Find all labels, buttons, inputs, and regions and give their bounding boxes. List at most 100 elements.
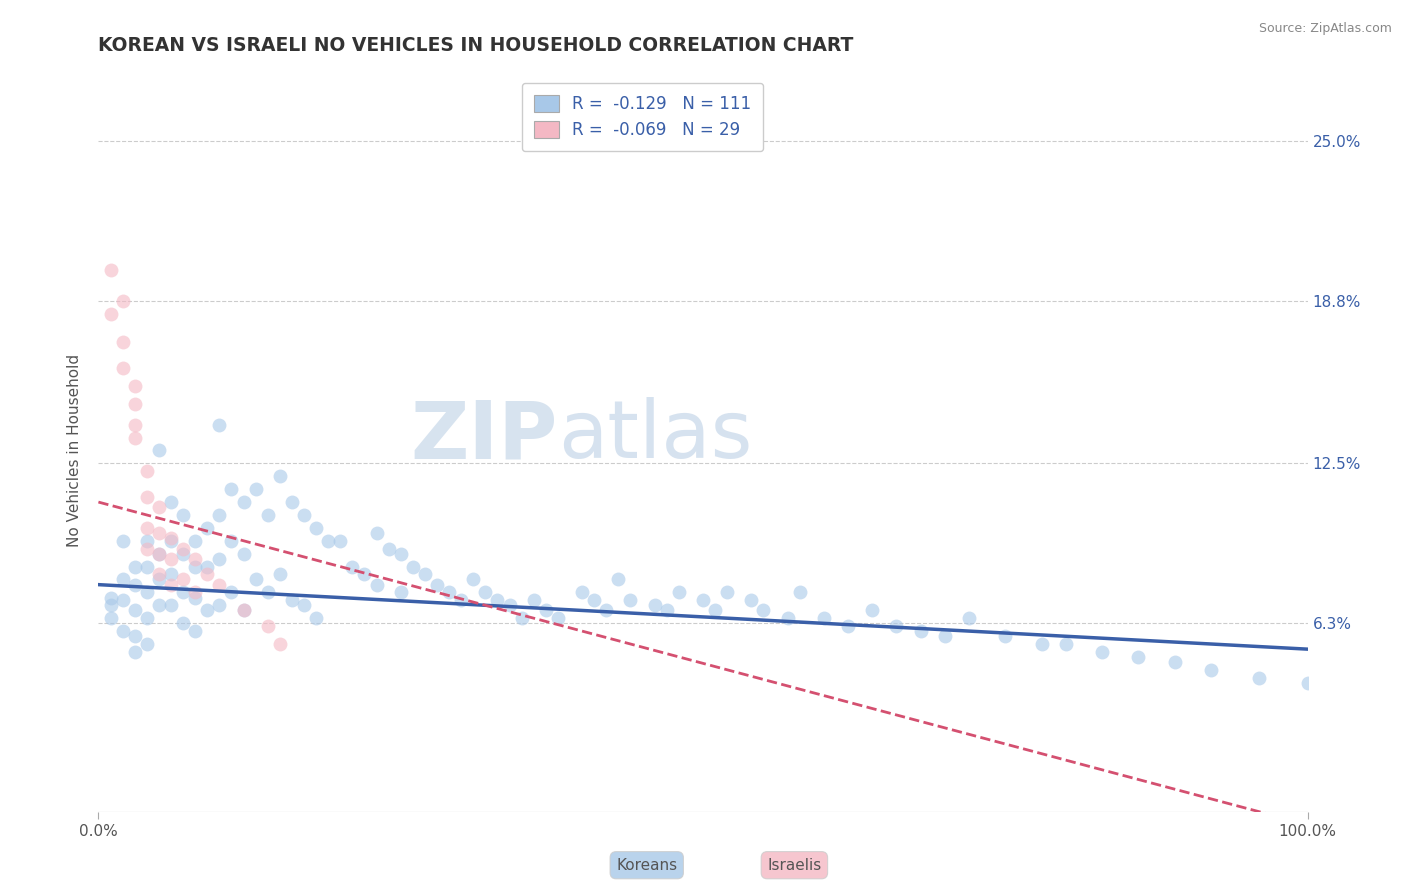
Point [100, 591, 122, 605]
Point [1296, 675, 1319, 690]
Point [245, 482, 267, 496]
Point [281, 495, 304, 509]
Point [1163, 655, 1185, 669]
Point [426, 577, 449, 591]
Point [184, 551, 207, 566]
Point [377, 541, 399, 556]
Point [232, 547, 254, 561]
Point [135, 585, 157, 599]
Point [172, 541, 194, 556]
Point [910, 624, 932, 639]
Text: ZIP: ZIP [411, 397, 558, 475]
Text: Israelis: Israelis [768, 858, 821, 872]
Point [281, 593, 304, 607]
Point [160, 567, 183, 582]
Point [135, 464, 157, 478]
Point [124, 629, 146, 643]
Point [789, 585, 811, 599]
Point [329, 533, 352, 548]
Point [389, 547, 412, 561]
Point [184, 533, 207, 548]
Point [571, 585, 593, 599]
Point [607, 573, 630, 587]
Point [269, 637, 291, 651]
Point [111, 533, 134, 548]
Point [474, 585, 496, 599]
Point [813, 611, 835, 625]
Point [305, 611, 328, 625]
Point [172, 573, 194, 587]
Point [269, 469, 291, 483]
Point [135, 611, 157, 625]
Point [148, 573, 170, 587]
Point [160, 531, 183, 545]
Legend: R =  -0.129   N = 111, R =  -0.069   N = 29: R = -0.129 N = 111, R = -0.069 N = 29 [522, 83, 763, 151]
Point [172, 508, 194, 522]
Point [111, 334, 134, 349]
Point [305, 521, 328, 535]
Point [135, 559, 157, 574]
Point [994, 629, 1017, 643]
Point [353, 567, 375, 582]
Point [184, 559, 207, 574]
Point [208, 508, 231, 522]
Point [486, 593, 509, 607]
Point [100, 263, 122, 277]
Point [135, 637, 157, 651]
Point [245, 573, 267, 587]
Point [124, 603, 146, 617]
Point [100, 307, 122, 321]
Point [886, 619, 908, 633]
Point [135, 541, 157, 556]
Point [232, 603, 254, 617]
Point [195, 567, 218, 582]
Point [704, 603, 727, 617]
Point [1249, 671, 1271, 685]
Point [1128, 649, 1150, 664]
Point [256, 585, 278, 599]
Point [124, 431, 146, 445]
Point [160, 599, 183, 613]
Point [1031, 637, 1053, 651]
Point [1199, 663, 1222, 677]
Point [389, 585, 412, 599]
Point [172, 616, 194, 631]
Point [208, 551, 231, 566]
Point [776, 611, 799, 625]
Point [160, 495, 183, 509]
Point [135, 533, 157, 548]
Point [595, 603, 617, 617]
Point [716, 585, 738, 599]
Point [437, 585, 460, 599]
Point [124, 645, 146, 659]
Point [837, 619, 859, 633]
Point [160, 551, 183, 566]
Point [172, 585, 194, 599]
Point [208, 599, 231, 613]
Text: atlas: atlas [558, 397, 752, 475]
Point [232, 495, 254, 509]
Point [111, 593, 134, 607]
Point [256, 508, 278, 522]
Point [195, 521, 218, 535]
Point [160, 577, 183, 591]
Point [402, 559, 425, 574]
Point [740, 593, 762, 607]
Point [463, 573, 485, 587]
Point [934, 629, 956, 643]
Point [221, 482, 243, 496]
Point [135, 490, 157, 504]
Point [148, 443, 170, 458]
Point [498, 599, 520, 613]
Point [148, 599, 170, 613]
Point [124, 577, 146, 591]
Point [752, 603, 775, 617]
Point [111, 624, 134, 639]
Point [148, 567, 170, 582]
Point [100, 611, 122, 625]
Y-axis label: No Vehicles in Household: No Vehicles in Household [67, 354, 83, 547]
Point [316, 533, 339, 548]
Text: KOREAN VS ISRAELI NO VEHICLES IN HOUSEHOLD CORRELATION CHART: KOREAN VS ISRAELI NO VEHICLES IN HOUSEHO… [98, 36, 853, 54]
Point [523, 593, 546, 607]
Point [221, 533, 243, 548]
